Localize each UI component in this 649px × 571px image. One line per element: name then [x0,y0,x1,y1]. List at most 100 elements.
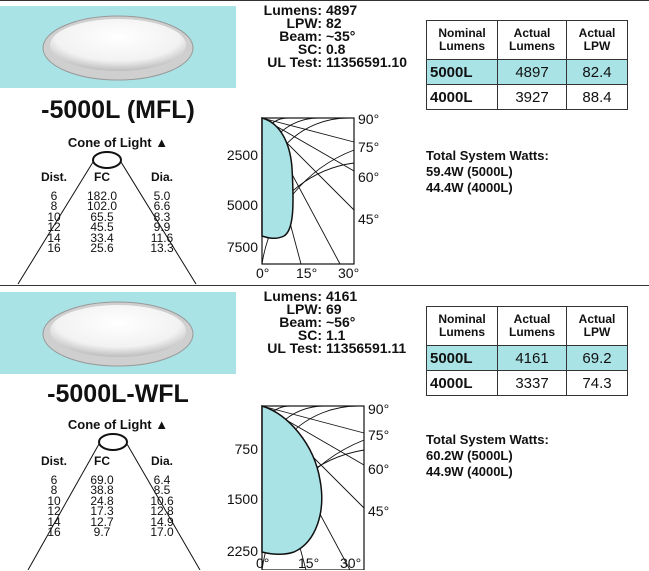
row-actual-lpw: 74.3 [566,370,628,396]
table-row: 5000L 4161 69.2 [426,345,628,371]
row-nominal: 4000L [426,370,498,396]
spec-row: Beam: ~35° [240,28,407,44]
angle-label: 15° [298,555,319,570]
watts-line: 44.4W (4000L) [426,180,513,195]
spec-value: 69 [326,301,342,317]
cone-dist: 12 [47,504,61,518]
spec-label: Lumens: [263,288,322,304]
cone-dist: 8 [50,199,58,213]
specs-block: Lumens: 4897 LPW: 82 Beam: ~35° SC: 0.8 UL T… [240,2,407,70]
cone-dia: 6.4 [153,472,171,487]
cone-dia: 8.5 [153,483,171,497]
cone-diagram [27,433,201,570]
cone-dist: 14 [47,230,61,245]
cone-header-fc: FC [94,170,110,184]
cone-fc: 65.5 [90,209,114,224]
cone-dia: 8.3 [153,209,171,224]
panel-divider [0,285,649,286]
cone-row: 14 12.7 14.9 [36,514,192,529]
radial-label: 2500 [227,147,258,163]
cone-dia: 12.8 [150,504,174,518]
watts-line: 60.2W (5000L) [426,448,513,463]
cone-diagram [17,151,197,285]
spec-value: 11356591.10 [326,54,407,70]
fixture-image [0,6,236,88]
triangle-up-icon: ▲ [151,135,169,150]
cone-row: 6 69.0 6.4 [36,472,192,487]
cone-fc: 33.4 [90,230,114,245]
spec-row: Lumens: 4897 [240,2,407,18]
table-row: 4000L 3927 88.4 [426,84,628,110]
polar-candela-plot: 750 1500 2250 90° 75° 60° 45° 0° 15° 30° [227,401,389,570]
cone-dist: 10 [47,493,61,508]
cone-fc: 25.6 [90,241,114,255]
cone-header-row: Dist. FC Dia. [36,454,192,468]
cone-row: 14 33.4 11.6 [36,230,192,245]
spec-label: Beam: [279,28,322,44]
spec-label: UL Test: [267,54,322,70]
cone-fc: 38.8 [90,483,114,497]
spec-row: UL Test: 11356591.11 [240,340,406,356]
panel-wfl: -5000L-WFL Cone of Light ▲ Dist. FC Dia.… [0,286,649,571]
radial-label: 2250 [227,543,258,559]
cone-table: Dist. FC Dia. 6 69.0 6.4 8 38.8 8.5 10 24.8 10… [36,454,192,539]
cone-row: 8 102.0 6.6 [36,199,192,213]
cone-row: 12 45.5 9.9 [36,220,192,234]
angle-label: 45° [358,211,379,227]
cone-dia: 13.3 [150,241,174,255]
spec-label: SC: [297,41,322,57]
cone-dist: 12 [47,220,61,234]
spec-value: 4161 [326,288,358,304]
cone-dia: 11.6 [150,230,174,245]
angle-label: 75° [358,139,379,155]
spec-row: SC: 0.8 [240,41,407,57]
cone-fc: 12.7 [90,514,114,529]
spec-value: 0.8 [326,41,346,57]
cone-row: 16 25.6 13.3 [36,241,192,255]
header-actual-lpw: Actual LPW [566,20,628,60]
left-column: -5000L (MFL) Cone of Light ▲ Dist. FC Di… [0,0,236,285]
table-header-row: Nominal Lumens Actual Lumens Actual LPW [426,306,628,346]
cone-header-dia: Dia. [150,170,173,184]
header-nominal-lumens: Nominal Lumens [426,306,498,346]
radial-label: 750 [235,441,259,457]
cone-fc: 24.8 [90,493,114,508]
model-name: -5000L-WFL [47,380,189,408]
radial-label: 7500 [227,239,258,255]
total-system-watts: Total System Watts: 59.4W (5000L) 44.4W … [426,148,549,196]
cone-fc: 45.5 [90,220,114,234]
downlight-image [42,15,194,81]
row-actual-lumens: 4161 [497,345,567,371]
cone-dia: 6.6 [153,199,171,213]
cone-dist: 8 [50,483,58,497]
spec-value: ~56° [326,314,356,330]
header-actual-lumens: Actual Lumens [497,306,567,346]
spec-label: UL Test: [267,340,322,356]
cone-row: 10 24.8 10.6 [36,493,192,508]
watts-line: 59.4W (5000L) [426,164,513,179]
row-actual-lumens: 3927 [497,84,567,110]
cone-dia: 14.9 [150,514,174,529]
spec-row: Lumens: 4161 [240,288,406,304]
cone-fc: 9.7 [93,525,111,539]
specs-block: Lumens: 4161 LPW: 69 Beam: ~56° SC: 1.1 UL T… [240,288,407,356]
watts-title: Total System Watts: [426,148,549,163]
cone-dist: 16 [47,241,61,255]
spec-row: LPW: 69 [240,301,406,317]
row-actual-lpw: 69.2 [566,345,628,371]
top-rule [0,0,649,1]
spec-label: Lumens: [263,2,322,18]
row-nominal: 5000L [426,345,498,371]
row-nominal: 5000L [426,59,498,85]
angle-label: 90° [358,112,379,127]
angle-label: 45° [368,503,389,519]
spec-label: Beam: [279,314,322,330]
angle-label: 90° [368,401,389,417]
spec-row: UL Test: 11356591.10 [240,54,407,70]
left-column: -5000L-WFL Cone of Light ▲ Dist. FC Dia.… [0,286,236,571]
cone-header-row: Dist. FC Dia. [36,170,192,184]
radial-label: 5000 [227,197,258,213]
spec-value: 1.1 [326,327,346,343]
cone-dist: 6 [50,188,58,203]
cone-header-dist: Dist. [40,454,67,468]
